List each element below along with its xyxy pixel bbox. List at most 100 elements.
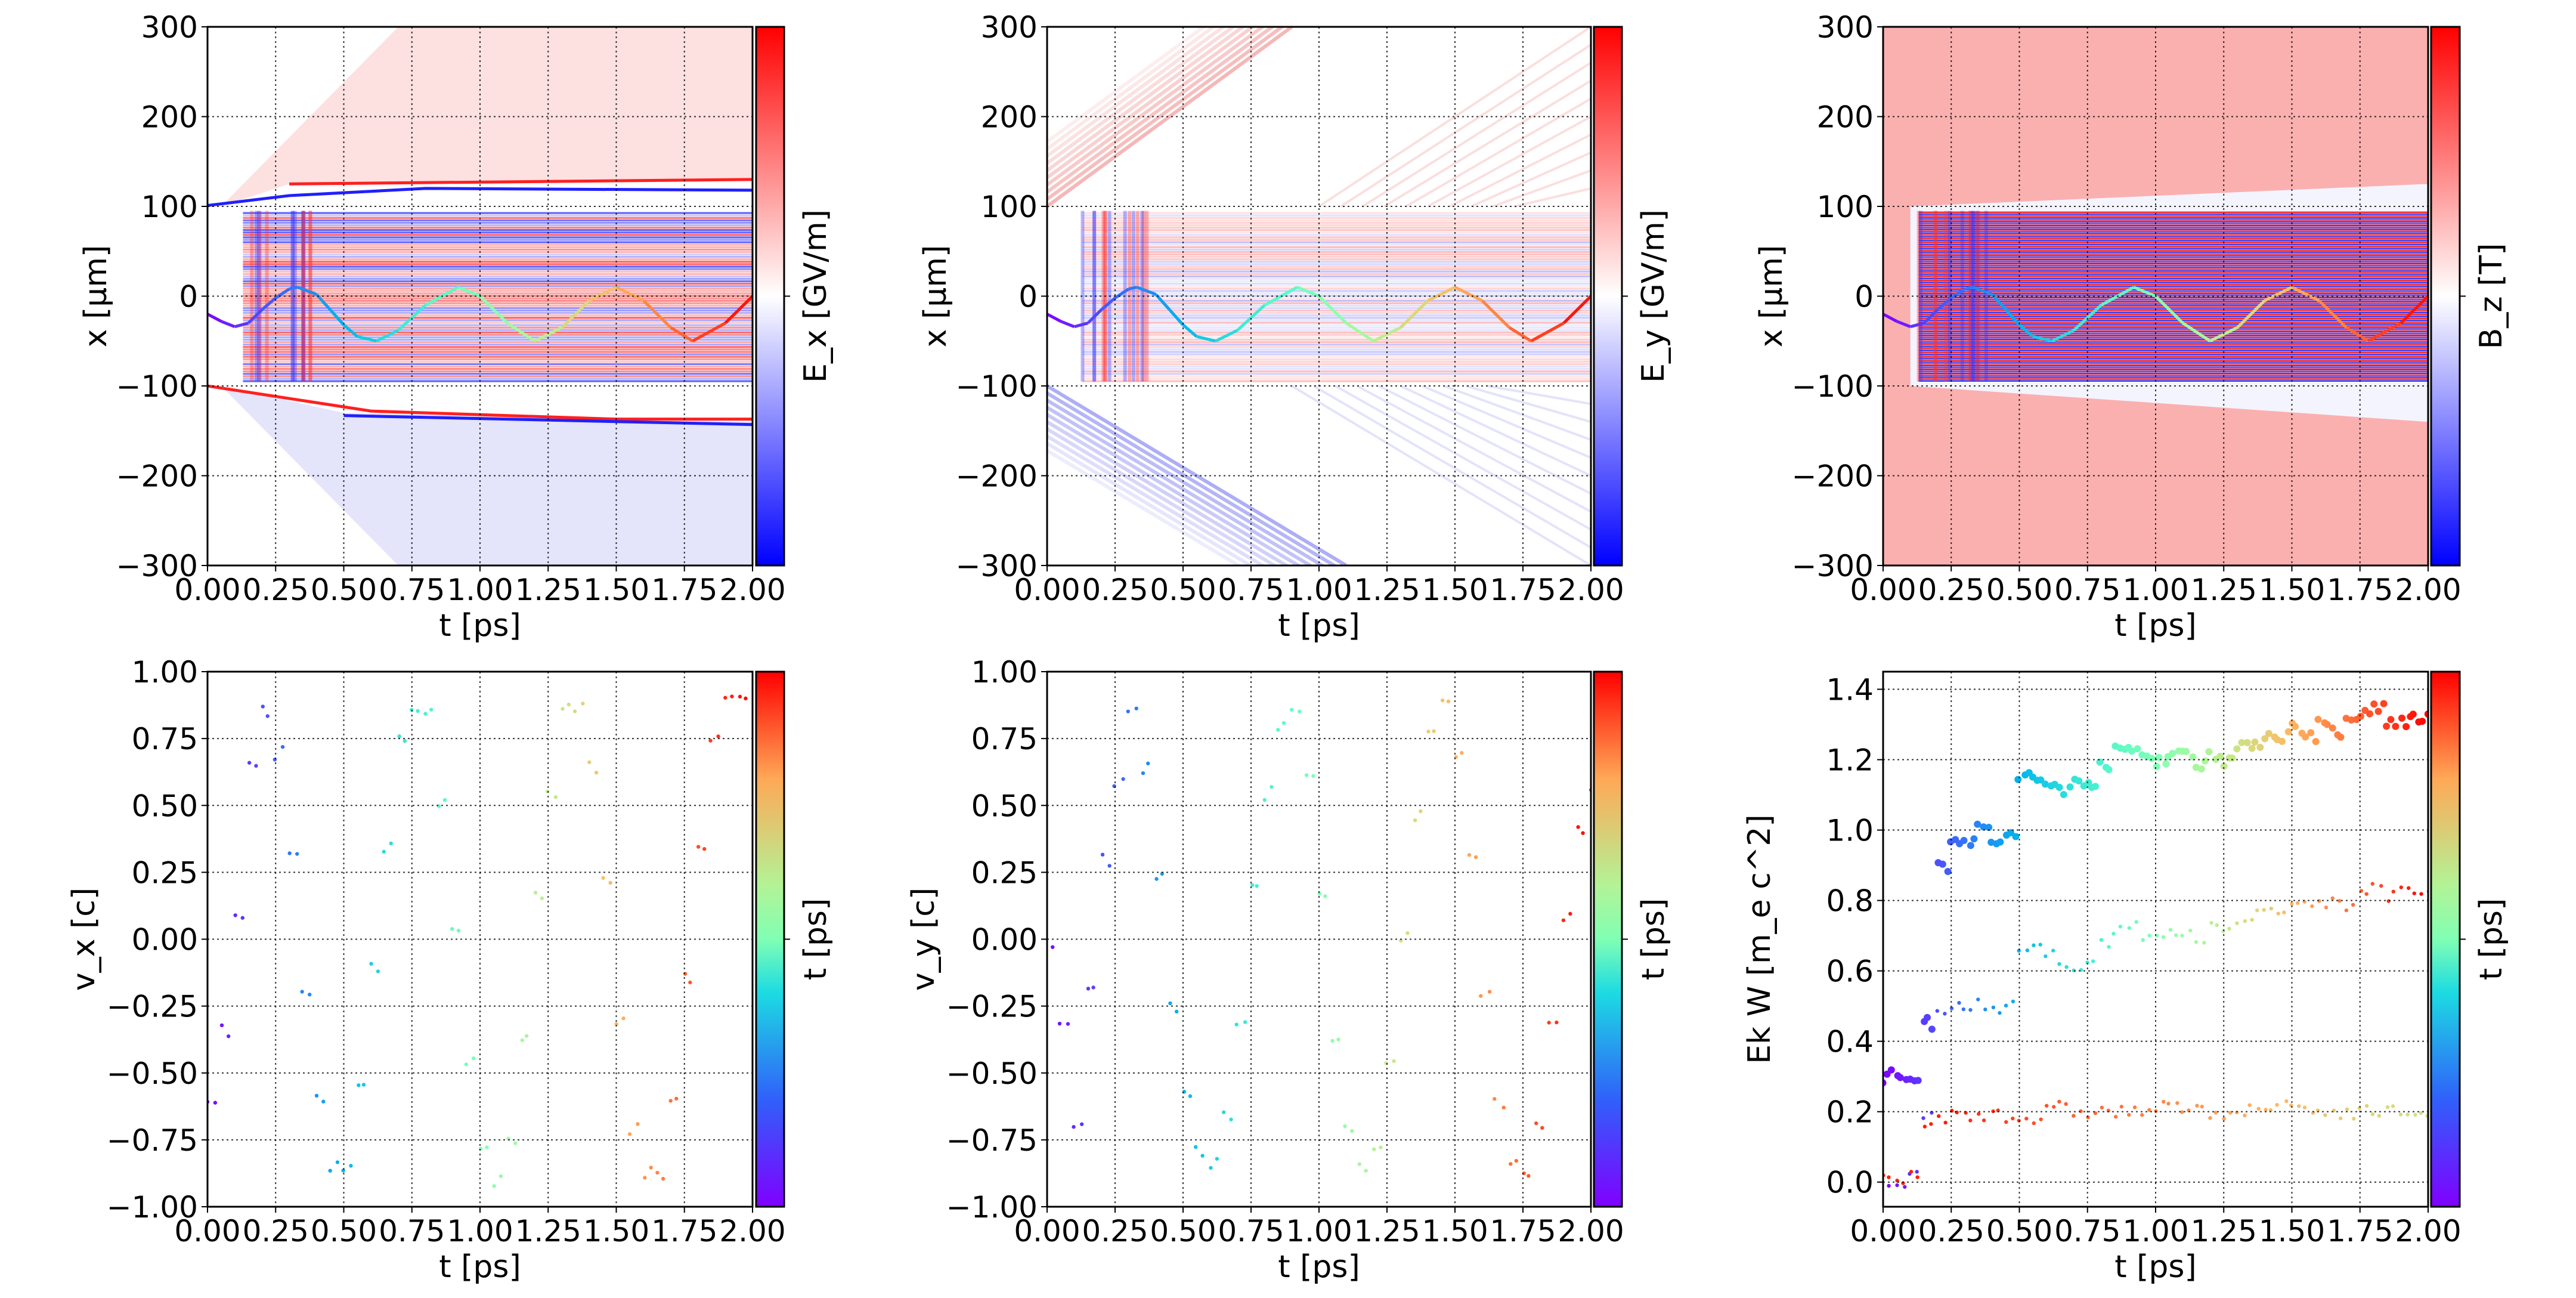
trajectory-segment bbox=[2018, 323, 2034, 338]
field-stripe bbox=[1918, 321, 2428, 323]
field-stripe bbox=[1082, 326, 1591, 329]
data-point bbox=[702, 846, 707, 851]
trajectory-segment bbox=[376, 329, 400, 342]
field-stripe bbox=[1082, 373, 1591, 375]
y-tick-label: −200 bbox=[1792, 459, 1874, 494]
field-stripe bbox=[1918, 242, 2428, 243]
data-point bbox=[643, 1176, 647, 1180]
data-point bbox=[2032, 943, 2036, 947]
x-axis-label: t [ps] bbox=[1278, 608, 1360, 644]
data-point bbox=[655, 1170, 660, 1175]
data-point bbox=[2161, 935, 2166, 939]
data-point bbox=[2011, 999, 2015, 1004]
x-tick-label: 1.00 bbox=[2122, 1214, 2188, 1248]
field-stripe bbox=[1082, 299, 1591, 302]
panel-4: 0.00 0.25 0.50 0.75 1.00 1.25 1.50 1.75 2.00−1.0… bbox=[66, 655, 834, 1285]
field-stripe bbox=[1082, 263, 1591, 265]
data-point bbox=[1915, 1175, 1919, 1179]
wave-front-line bbox=[1378, 385, 1591, 495]
data-point bbox=[402, 739, 407, 743]
field-stripe bbox=[1082, 239, 1591, 241]
wave-front-line bbox=[1047, 406, 1314, 565]
wave-front-line bbox=[1047, 27, 1286, 201]
x-tick-label: 1.00 bbox=[447, 573, 513, 607]
data-point bbox=[2310, 904, 2314, 908]
field-stripe bbox=[243, 356, 753, 358]
field-stripe bbox=[243, 288, 753, 290]
data-point bbox=[2238, 738, 2246, 746]
y-tick-label: 1.00 bbox=[971, 655, 1038, 690]
field-stripe bbox=[1082, 370, 1591, 373]
y-tick-label: 0.25 bbox=[971, 855, 1038, 890]
field-stripe bbox=[1918, 230, 2428, 232]
data-point bbox=[2314, 716, 2322, 724]
field-stripe bbox=[1082, 331, 1591, 333]
field-stripe bbox=[1082, 268, 1591, 270]
field-stripe bbox=[1918, 238, 2428, 240]
data-point bbox=[2039, 1117, 2043, 1121]
data-point bbox=[2366, 710, 2374, 718]
trajectory-segment bbox=[1114, 288, 1130, 299]
field-stripe bbox=[1082, 336, 1591, 339]
trajectory-segment bbox=[2291, 286, 2320, 302]
trajectory-segment bbox=[1345, 322, 1374, 342]
field-stripe bbox=[1918, 329, 2428, 331]
field-stripe bbox=[1918, 302, 2428, 304]
data-point bbox=[1209, 1166, 1213, 1170]
field-stripe bbox=[1082, 243, 1591, 246]
y-tick-label: −200 bbox=[116, 459, 198, 494]
y-tick-label: 0.75 bbox=[971, 722, 1038, 756]
y-tick-label: 0.00 bbox=[971, 923, 1038, 957]
x-tick-label: 1.50 bbox=[583, 573, 649, 607]
data-point bbox=[2052, 1105, 2056, 1109]
data-point bbox=[661, 1176, 665, 1181]
y-tick-label: −0.50 bbox=[946, 1056, 1038, 1091]
data-point bbox=[2412, 891, 2416, 895]
data-point bbox=[553, 795, 558, 799]
data-point bbox=[2256, 1107, 2261, 1111]
x-tick-label: 2.00 bbox=[1558, 573, 1624, 607]
data-point bbox=[2424, 710, 2428, 718]
data-point bbox=[1298, 709, 1302, 713]
data-point bbox=[1379, 1145, 1383, 1149]
wave-front-line bbox=[1356, 385, 1591, 513]
data-point bbox=[2228, 1111, 2233, 1115]
field-stripe bbox=[1082, 353, 1591, 356]
field-stripe bbox=[1918, 363, 2428, 365]
wave-front-line bbox=[1047, 27, 1207, 144]
data-point bbox=[2256, 743, 2264, 751]
trajectory-segment bbox=[1896, 320, 1911, 328]
field-stripe bbox=[1082, 214, 1591, 217]
data-point bbox=[280, 744, 285, 749]
trajectory-segment bbox=[1972, 286, 1993, 296]
field-stripe bbox=[1082, 351, 1591, 353]
data-point bbox=[1960, 837, 1968, 845]
y-tick-label: −0.75 bbox=[107, 1123, 198, 1158]
data-point bbox=[1255, 884, 1259, 888]
field-stripe bbox=[1918, 342, 2428, 344]
trajectory-segment bbox=[2209, 326, 2238, 342]
field-stripe bbox=[1082, 329, 1591, 331]
field-stripe bbox=[1082, 338, 1591, 341]
data-point bbox=[2216, 752, 2224, 760]
data-point bbox=[2099, 938, 2104, 942]
axes-frame bbox=[1046, 670, 1592, 1208]
colorbar bbox=[2430, 670, 2461, 1208]
x-tick-label: 0.50 bbox=[1986, 573, 2052, 607]
data-point bbox=[1357, 1162, 1361, 1166]
data-point bbox=[2213, 1111, 2218, 1115]
data-point bbox=[1968, 1008, 1973, 1012]
field-stripe bbox=[243, 241, 753, 243]
field-stripe bbox=[1082, 256, 1591, 258]
x-tick-label: 2.00 bbox=[1558, 1214, 1624, 1248]
data-point bbox=[2380, 700, 2388, 707]
data-point bbox=[2402, 723, 2410, 731]
data-point bbox=[2025, 948, 2030, 953]
data-point bbox=[1079, 1122, 1084, 1126]
wave-front-line bbox=[1465, 385, 1591, 424]
data-point bbox=[1432, 729, 1436, 733]
data-point bbox=[2419, 892, 2423, 896]
data-point bbox=[1440, 698, 1445, 703]
data-point bbox=[2134, 920, 2138, 924]
field-stripe bbox=[1082, 251, 1591, 254]
